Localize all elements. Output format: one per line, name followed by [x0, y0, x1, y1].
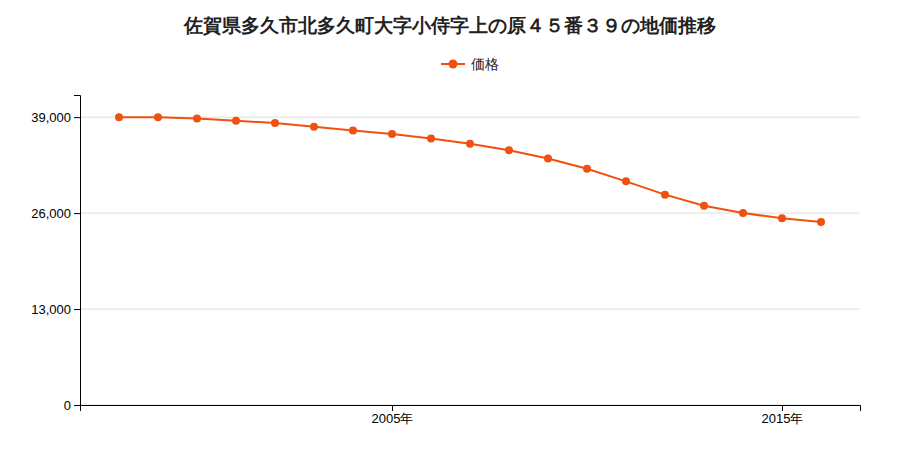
- marker: [817, 218, 825, 226]
- y-tick-mark: [74, 405, 80, 406]
- legend: 価格: [441, 56, 499, 72]
- marker: [700, 202, 708, 210]
- chart: 佐賀県多久市北多久町大字小侍字上の原４５番３９の地価推移 2005年 2015年 0 1…: [0, 0, 900, 450]
- x-tick-label: 2015年: [762, 411, 804, 426]
- y-tick: 26,000: [31, 206, 80, 221]
- legend-marker: [449, 60, 458, 69]
- plot: 2005年 2015年 0 13,000 26,000 39,000: [31, 96, 860, 427]
- marker: [505, 146, 513, 154]
- y-tick-label: 13,000: [31, 302, 71, 317]
- marker: [583, 165, 591, 173]
- marker: [193, 115, 201, 123]
- marker: [778, 214, 786, 222]
- y-tick-mark: [74, 309, 80, 310]
- y-tick-label: 39,000: [31, 110, 71, 125]
- grid-line: [80, 309, 860, 310]
- y-tick-label: 0: [64, 398, 71, 413]
- x-tick: 2005年: [372, 405, 414, 426]
- marker: [310, 123, 318, 131]
- marks: [115, 113, 825, 226]
- marker: [544, 154, 552, 162]
- x-tick-mark: [782, 405, 783, 411]
- marker: [739, 209, 747, 217]
- marker: [622, 177, 630, 185]
- y-tick: 0: [64, 398, 80, 413]
- x-tick: 2015年: [762, 405, 804, 426]
- marker: [427, 135, 435, 143]
- legend-label: 価格: [471, 56, 499, 72]
- y-axis-line: [74, 96, 81, 406]
- marker: [388, 130, 396, 138]
- marker: [466, 140, 474, 148]
- x-tick-mark: [392, 405, 393, 411]
- title: 佐賀県多久市北多久町大字小侍字上の原４５番３９の地価推移: [183, 14, 716, 36]
- y-axis: 0 13,000 26,000 39,000: [31, 96, 80, 413]
- marker: [271, 119, 279, 127]
- marker: [232, 117, 240, 125]
- y-tick: 13,000: [31, 302, 80, 317]
- line: [119, 117, 821, 222]
- marker: [349, 126, 357, 134]
- x-axis: 2005年 2015年: [81, 405, 861, 426]
- y-tick: 39,000: [31, 110, 80, 125]
- x-axis-line: [81, 406, 861, 412]
- y-tick-mark: [74, 117, 80, 118]
- grid: [80, 117, 860, 405]
- marker: [115, 113, 123, 121]
- marker: [661, 191, 669, 199]
- y-tick-label: 26,000: [31, 206, 71, 221]
- marker: [154, 113, 162, 121]
- x-tick-label: 2005年: [372, 411, 414, 426]
- legend-item: 価格: [441, 56, 499, 72]
- y-tick-mark: [74, 213, 80, 214]
